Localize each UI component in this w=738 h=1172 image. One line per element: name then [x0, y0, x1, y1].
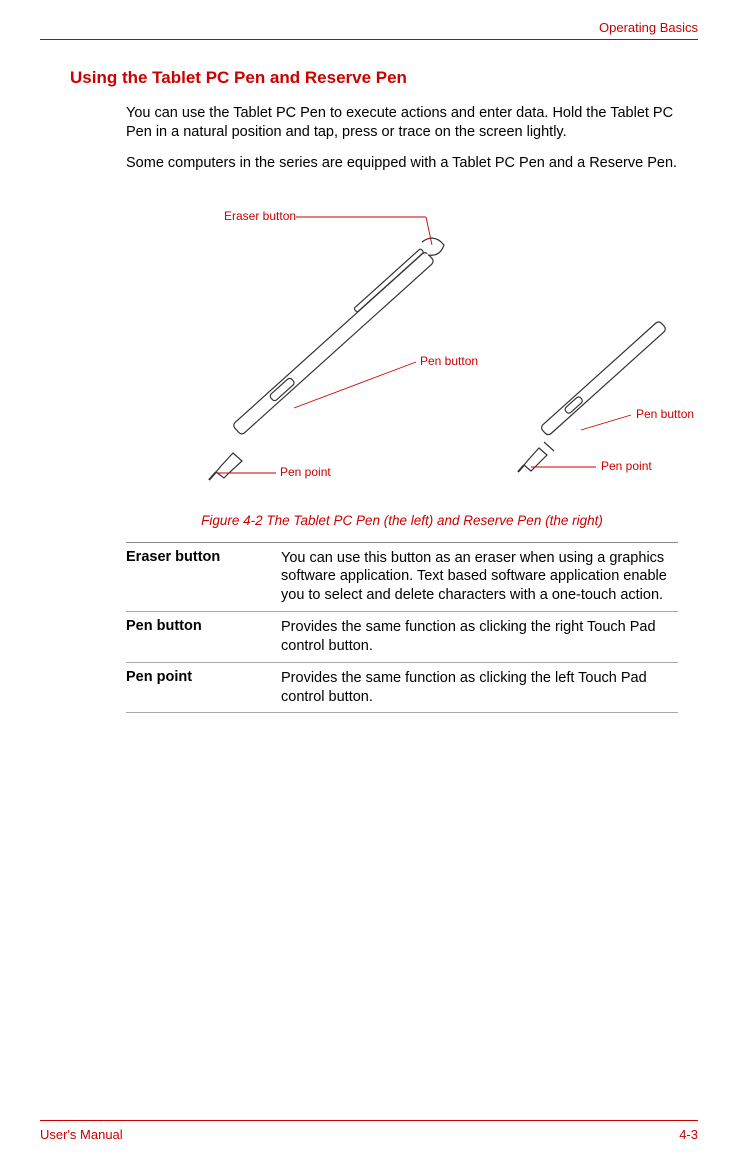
table-row: Eraser button You can use this button as…: [126, 543, 678, 613]
figure-pens: Eraser button Pen button Pen point Pen b…: [126, 185, 678, 505]
term: Pen point: [126, 669, 281, 707]
header-rule: [40, 39, 698, 40]
description-table: Eraser button You can use this button as…: [126, 542, 678, 714]
content-area: Using the Tablet PC Pen and Reserve Pen …: [40, 68, 698, 1120]
page: Operating Basics Using the Tablet PC Pen…: [0, 0, 738, 1172]
term: Pen button: [126, 618, 281, 656]
page-header: Operating Basics: [40, 20, 698, 39]
callout-pen-point-right: Pen point: [601, 459, 652, 473]
pen-diagram-svg: [126, 185, 686, 505]
callout-eraser-button: Eraser button: [224, 209, 296, 223]
definition: Provides the same function as clicking t…: [281, 669, 678, 707]
table-row: Pen button Provides the same function as…: [126, 612, 678, 663]
footer-right: 4-3: [679, 1127, 698, 1142]
page-footer: User's Manual 4-3: [40, 1121, 698, 1142]
paragraph-2: Some computers in the series are equippe…: [70, 154, 678, 173]
footer-left: User's Manual: [40, 1127, 123, 1142]
callout-pen-button-right: Pen button: [636, 407, 694, 421]
definition: Provides the same function as clicking t…: [281, 618, 678, 656]
table-row: Pen point Provides the same function as …: [126, 663, 678, 714]
section-title: Using the Tablet PC Pen and Reserve Pen: [70, 68, 678, 88]
callout-pen-point-left: Pen point: [280, 465, 331, 479]
definition: You can use this button as an eraser whe…: [281, 549, 678, 606]
chapter-title: Operating Basics: [599, 20, 698, 35]
paragraph-1: You can use the Tablet PC Pen to execute…: [70, 104, 678, 142]
term: Eraser button: [126, 549, 281, 606]
callout-pen-button-left: Pen button: [420, 354, 478, 368]
figure-caption: Figure 4-2 The Tablet PC Pen (the left) …: [126, 513, 678, 528]
